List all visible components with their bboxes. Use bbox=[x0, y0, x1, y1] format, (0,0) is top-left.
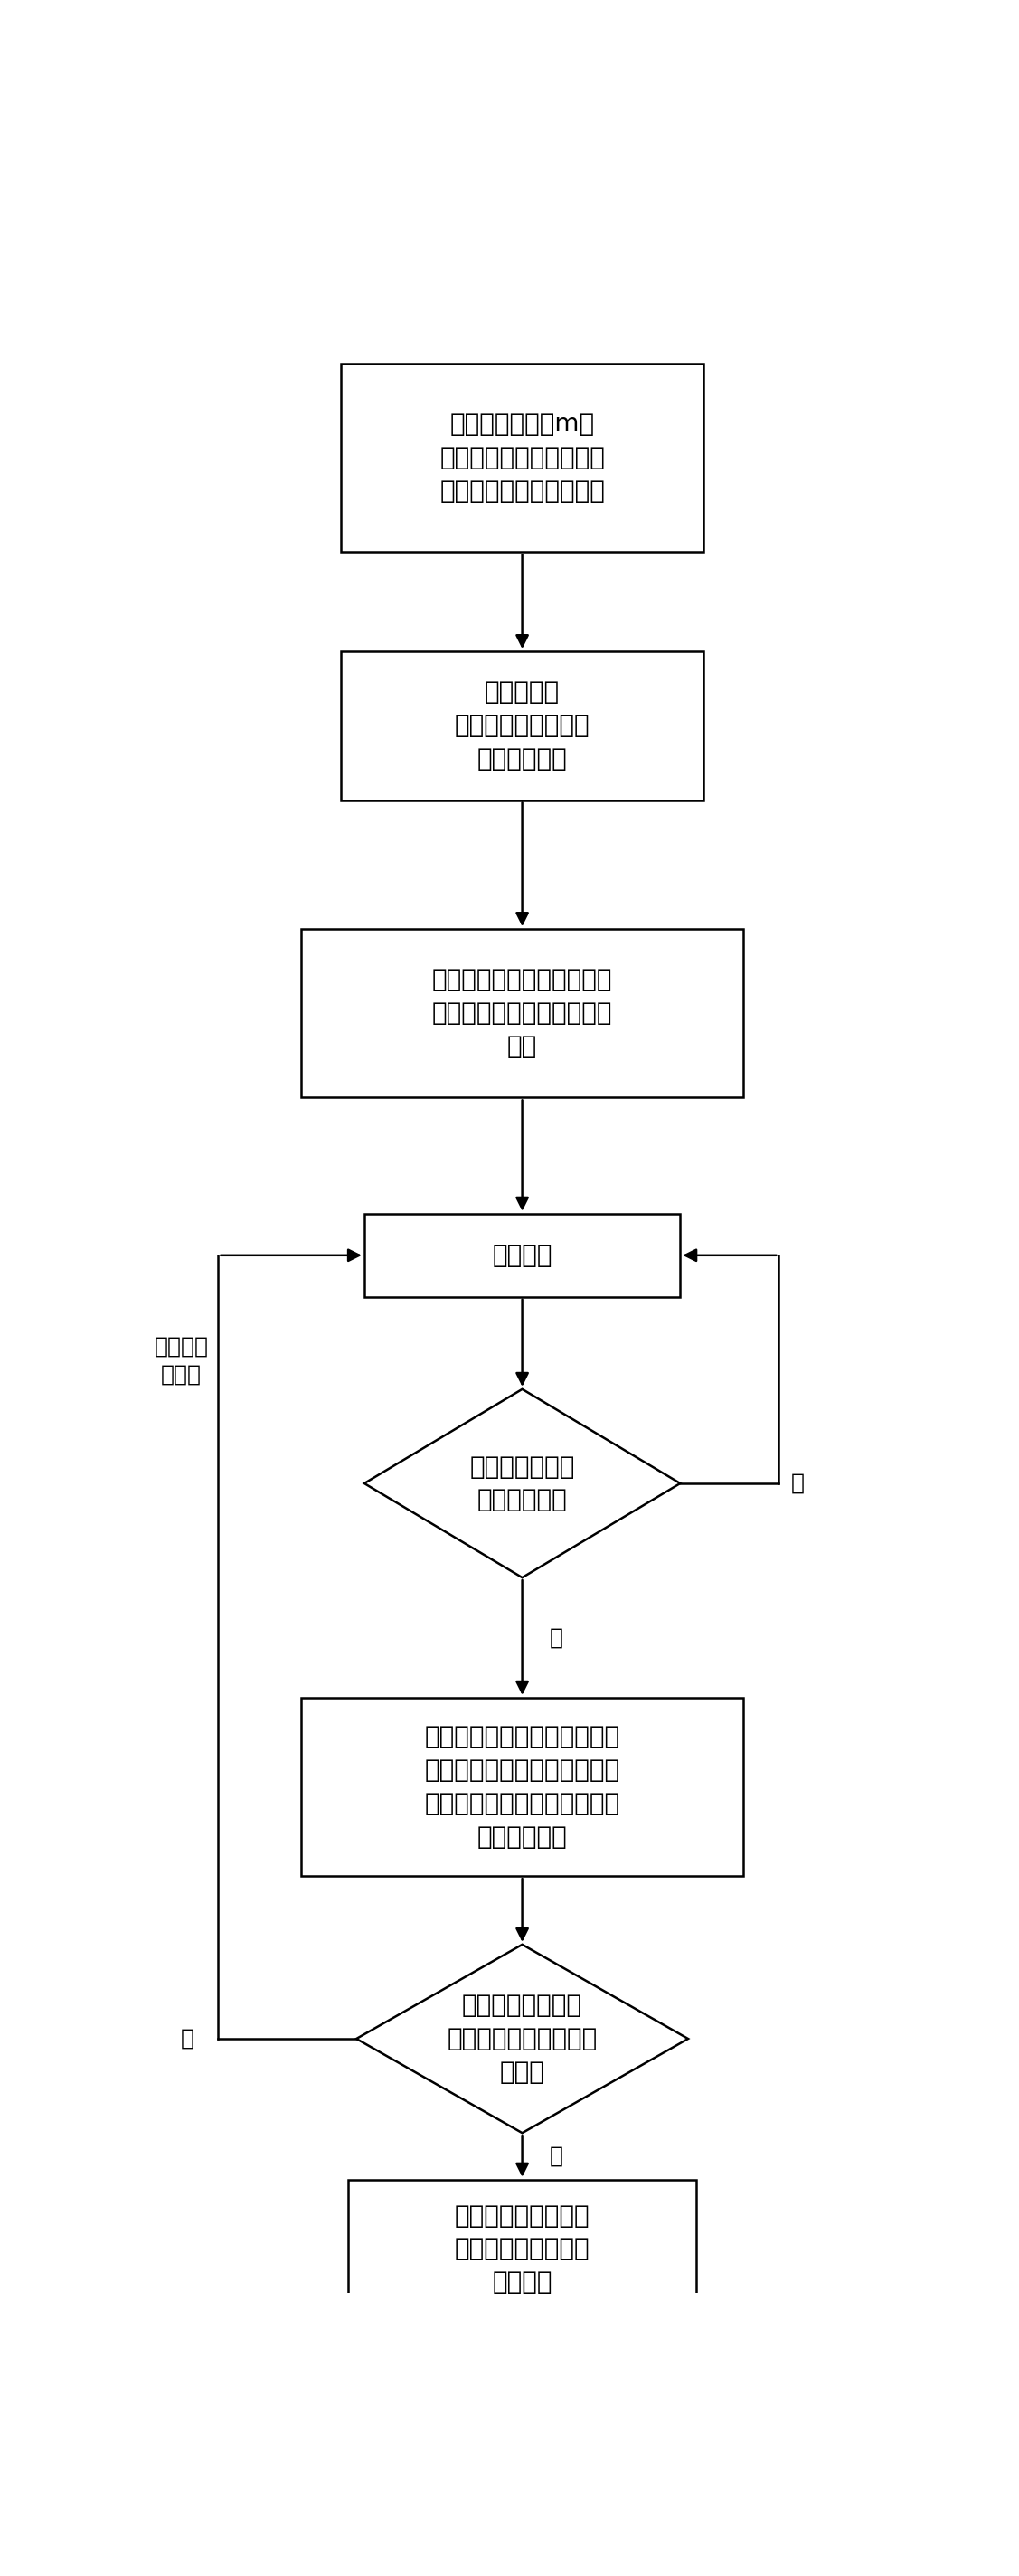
FancyBboxPatch shape bbox=[302, 930, 744, 1097]
Text: 到达下一
任务点: 到达下一 任务点 bbox=[154, 1334, 208, 1386]
Text: 是: 是 bbox=[550, 2146, 564, 2166]
Polygon shape bbox=[357, 1945, 688, 2133]
Text: 判断每个无人机是
否遍历完其负责的所有
任务点: 判断每个无人机是 否遍历完其负责的所有 任务点 bbox=[447, 1994, 597, 2084]
Text: 判断该数据是否
为有效的数据: 判断该数据是否 为有效的数据 bbox=[470, 1453, 575, 1512]
FancyBboxPatch shape bbox=[340, 652, 704, 801]
Text: 所有无人机完成对其
分配的所有任务点的
数据采集: 所有无人机完成对其 分配的所有任务点的 数据采集 bbox=[454, 2202, 590, 2295]
Text: 获取数据: 获取数据 bbox=[492, 1242, 552, 1267]
Text: 每个无人机对任务点进行数据
采集后，将任务点进行标记并
将该标记信息分享给其他协同
作业的无人机: 每个无人机对任务点进行数据 采集后，将任务点进行标记并 将该标记信息分享给其他协… bbox=[425, 1723, 620, 1850]
FancyBboxPatch shape bbox=[365, 1213, 681, 1296]
Text: 所有无人机根据其最优路径
对已分配的任务点进行定点
采集: 所有无人机根据其最优路径 对已分配的任务点进行定点 采集 bbox=[432, 969, 612, 1059]
Polygon shape bbox=[365, 1388, 681, 1577]
FancyBboxPatch shape bbox=[348, 2179, 696, 2318]
Text: 是: 是 bbox=[550, 1625, 564, 1649]
Text: 每个无人机
进行巡检路径的规划
得到最优路径: 每个无人机 进行巡检路径的规划 得到最优路径 bbox=[454, 680, 590, 773]
Text: 否: 否 bbox=[791, 1473, 804, 1494]
Text: 设定无人机个数m和
每个无人机需要巡检井区
中的任务点以及任务区域: 设定无人机个数m和 每个无人机需要巡检井区 中的任务点以及任务区域 bbox=[439, 412, 605, 505]
Text: 否: 否 bbox=[181, 2027, 195, 2050]
FancyBboxPatch shape bbox=[302, 1698, 744, 1875]
FancyBboxPatch shape bbox=[340, 363, 704, 551]
